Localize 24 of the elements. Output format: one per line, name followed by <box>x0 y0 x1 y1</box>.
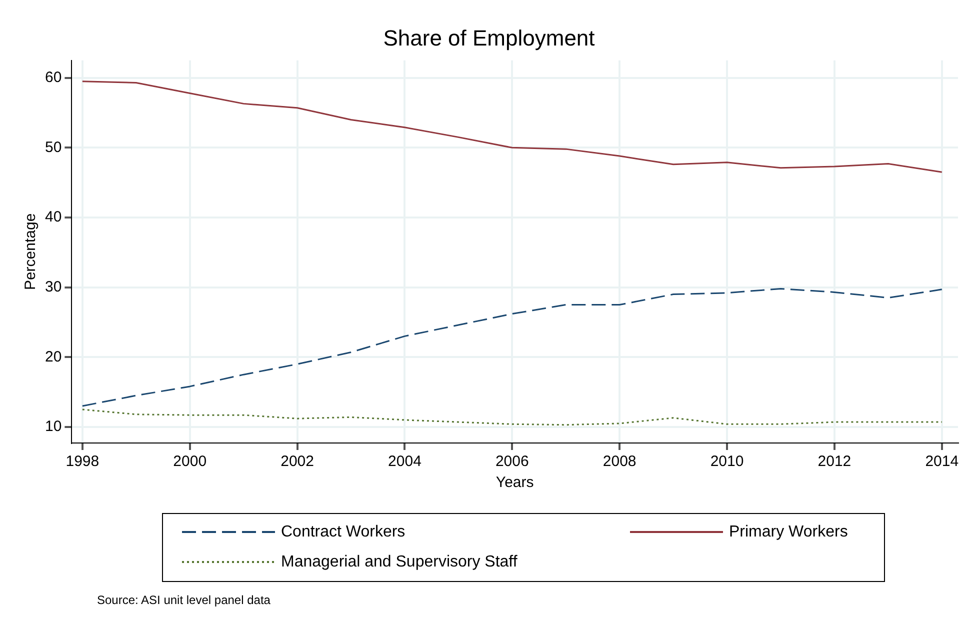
chart-title: Share of Employment <box>383 25 595 50</box>
x-tick-label: 2008 <box>602 453 636 470</box>
y-tick-label: 20 <box>44 348 62 366</box>
legend-label: Managerial and Supervisory Staff <box>281 553 518 570</box>
x-tick-label: 2006 <box>495 453 529 470</box>
x-tick-label: 2000 <box>173 453 207 470</box>
x-tick-label: 2002 <box>280 453 314 470</box>
y-axis-title: Percentage <box>22 213 40 290</box>
x-tick-label: 2012 <box>818 453 852 470</box>
y-tick-label: 40 <box>44 208 62 226</box>
x-tick-label: 2004 <box>388 453 422 470</box>
line-series <box>82 288 943 407</box>
x-tick-label: 1998 <box>66 453 100 470</box>
x-axis-title: Years <box>496 474 534 492</box>
source-note: Source: ASI unit level panel data <box>97 593 270 607</box>
legend-label: Contract Workers <box>281 523 406 540</box>
y-tick-label: 10 <box>44 418 62 436</box>
x-tick-label: 2010 <box>710 453 744 470</box>
y-tick-label: 30 <box>44 278 62 296</box>
line-series <box>82 408 943 426</box>
legend-label: Primary Workers <box>729 523 848 540</box>
y-tick-label: 60 <box>44 68 62 86</box>
x-tick-label: 2014 <box>925 453 959 470</box>
y-tick-label: 50 <box>44 138 62 156</box>
